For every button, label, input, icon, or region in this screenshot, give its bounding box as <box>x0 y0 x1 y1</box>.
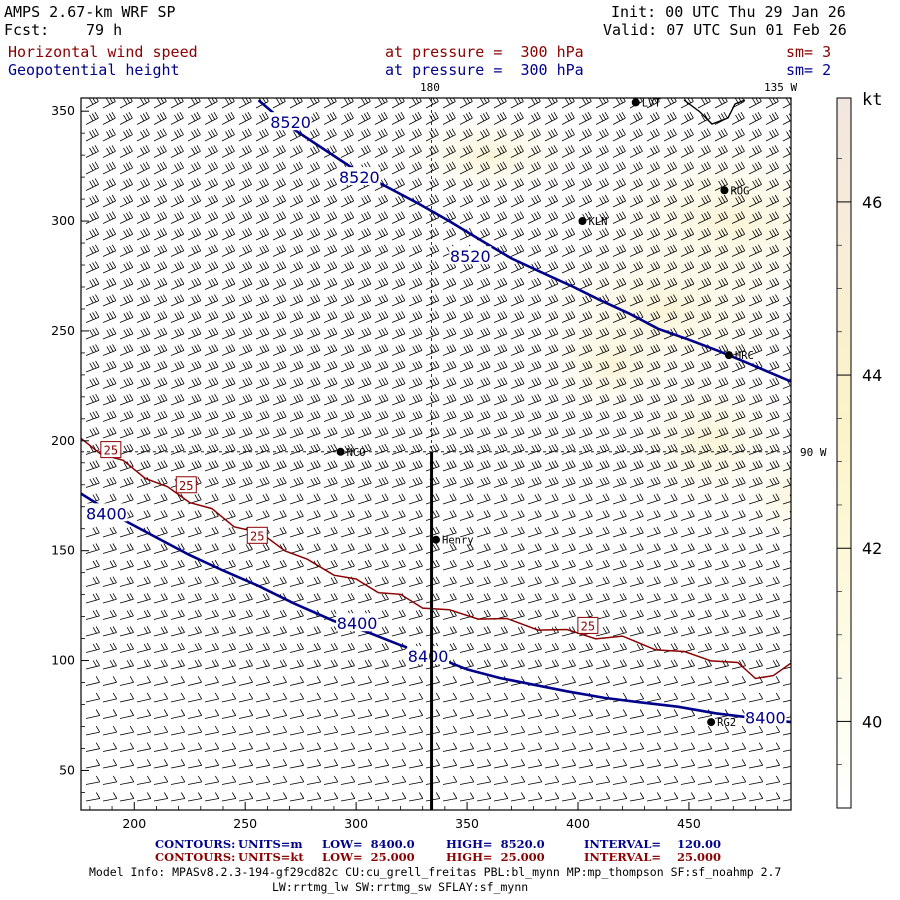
model-info-physics: LW:rrtmg_lw SW:rrtmg_sw SFLAY:sf_mynn <box>272 880 529 894</box>
contour-label-wind: 25 <box>250 529 264 543</box>
contour-label-height: 8400 <box>86 504 127 523</box>
contour-label-wind: 25 <box>179 479 193 493</box>
lon-label-90w: 90 W <box>800 446 827 459</box>
wind-contours-label: CONTOURS: <box>155 850 236 864</box>
y-tick-label: 100 <box>51 653 75 668</box>
forecast-hour: 79 h <box>86 21 123 39</box>
contour-label-height: 8520 <box>339 168 380 187</box>
field2-name: Geopotential height <box>8 61 180 79</box>
wind-contours-high: HIGH= 25.000 <box>446 850 545 864</box>
contour-label-box <box>175 476 197 494</box>
colorbar: 46 44 42 40 <box>836 97 882 809</box>
station-label: KLN <box>588 216 607 228</box>
contour-label-wind: 25 <box>104 444 118 458</box>
plot-frame <box>80 97 792 811</box>
wind-barb-field <box>85 98 791 802</box>
station-dot <box>720 186 729 195</box>
field2-level: at pressure = 300 hPa <box>385 61 584 79</box>
height-contours-high: HIGH= 8520.0 <box>446 837 545 851</box>
station-label: ROG <box>730 185 749 197</box>
colorbar-tick-label: 44 <box>862 366 882 385</box>
contour-label-wind: 25 <box>581 619 595 633</box>
x-tick-label: 250 <box>233 816 257 831</box>
contour-label-height: 8400 <box>337 614 378 633</box>
y-tick-label: 300 <box>51 213 75 228</box>
station-dot <box>432 535 440 544</box>
station-dot <box>707 718 716 727</box>
height-contours-interval: INTERVAL= 120.00 <box>584 837 722 851</box>
y-tick-label: 350 <box>51 103 75 118</box>
colorbar-gradient <box>836 97 852 809</box>
lon-label-135w: 135 W <box>764 81 798 94</box>
valid-time: Valid: 07 UTC Sun 01 Feb 26 <box>603 21 847 39</box>
contour-label-box <box>246 526 268 544</box>
station-dot <box>578 217 587 226</box>
x-tick-label: 450 <box>677 816 701 831</box>
x-tick-label: 200 <box>122 816 146 831</box>
y-tick-label: 200 <box>51 433 75 448</box>
field1-name: Horizontal wind speed <box>8 43 198 61</box>
wind-contours-low: LOW= 25.000 <box>322 850 415 864</box>
colorbar-tick-label: 46 <box>862 193 882 212</box>
station-label: NCO <box>347 447 366 459</box>
wind-barbs <box>85 98 791 802</box>
station-dot <box>791 564 799 572</box>
height-contours-low: LOW= 8400.0 <box>322 837 415 851</box>
wind-contours-interval: INTERVAL= 25.000 <box>584 850 722 864</box>
contours: 8520 8520 8520 8400 8400 8400 8400 25 25 25 25 <box>81 99 791 728</box>
station-label: HRC <box>735 350 754 362</box>
model-info: Model Info: MPASv8.2.3-194-gf29cd82c CU:… <box>89 865 782 879</box>
station-label: Henry <box>442 535 474 547</box>
colorbar-tick-label: 40 <box>862 712 882 731</box>
contour-label-height: 8520 <box>450 247 491 266</box>
x-tick-label: 350 <box>455 816 479 831</box>
contour-label-bg <box>744 707 787 726</box>
shade-blob <box>541 303 682 424</box>
coastline-segment <box>683 99 746 125</box>
contour-label-bg <box>407 646 450 665</box>
contour-label-box <box>100 441 122 459</box>
shade-blob <box>399 115 580 196</box>
plot-area: 8520 8520 8520 8400 8400 8400 8400 25 25 25 25 LVT… <box>81 97 799 810</box>
y-tick-label: 150 <box>51 543 75 558</box>
station-label: RG2 <box>717 717 736 729</box>
station-dot <box>631 98 640 107</box>
colorbar-tick-label: 42 <box>862 539 882 558</box>
y-tick-label: 50 <box>59 762 75 777</box>
contour-label-height: 8520 <box>270 113 311 132</box>
contour-label-box <box>577 616 599 634</box>
contour-label-height: 8400 <box>745 709 786 728</box>
contour-wind-25 <box>81 437 791 680</box>
wind-contours-units: UNITS=kt <box>238 850 304 864</box>
x-tick-label: 400 <box>566 816 590 831</box>
y-tick-label: 250 <box>51 323 75 338</box>
contour-label-bg <box>449 246 492 265</box>
field2-smoothing: sm= 2 <box>786 61 832 79</box>
colorbar-unit: kt <box>862 90 883 110</box>
model-title: AMPS 2.67-km WRF SP <box>4 3 176 21</box>
shade-blob <box>739 446 791 546</box>
lon-label-180: 180 <box>420 81 440 94</box>
coastline <box>683 99 746 125</box>
axes: 200 250 300 350 400 450 50 100 150 200 250 300 350 <box>51 103 779 831</box>
station-label: LVT <box>642 97 662 109</box>
forecast-label: Fcst: <box>4 21 50 39</box>
station-dot <box>336 447 345 456</box>
stations: LVT ROG KLN HRC NCO Henry RG2 <box>336 97 799 729</box>
colorbar-ticks: 46 44 42 40 <box>837 158 882 766</box>
contour-label-bg <box>336 613 379 632</box>
contour-label-height: 8400 <box>408 647 449 666</box>
field1-level: at pressure = 300 hPa <box>385 43 584 61</box>
station-dot <box>724 351 733 360</box>
contour-label-bg <box>85 503 128 522</box>
init-time: Init: 00 UTC Thu 29 Jan 26 <box>611 3 846 21</box>
contour-label-bg <box>338 167 381 186</box>
x-tick-label: 300 <box>344 816 368 831</box>
contour-label-bg <box>269 112 312 131</box>
field1-smoothing: sm= 3 <box>786 43 832 61</box>
height-contours-units: UNITS=m <box>238 837 303 851</box>
height-contours-label: CONTOURS: <box>155 837 236 851</box>
